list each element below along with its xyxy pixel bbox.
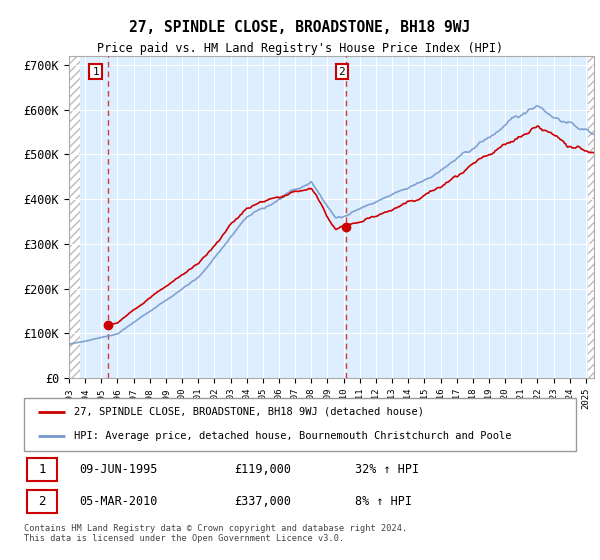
Text: Price paid vs. HM Land Registry's House Price Index (HPI): Price paid vs. HM Land Registry's House … [97,42,503,55]
Text: 2: 2 [38,496,46,508]
Text: 8% ↑ HPI: 8% ↑ HPI [355,496,412,508]
Text: 27, SPINDLE CLOSE, BROADSTONE, BH18 9WJ (detached house): 27, SPINDLE CLOSE, BROADSTONE, BH18 9WJ … [74,407,424,417]
Text: 32% ↑ HPI: 32% ↑ HPI [355,463,419,476]
Text: 27, SPINDLE CLOSE, BROADSTONE, BH18 9WJ: 27, SPINDLE CLOSE, BROADSTONE, BH18 9WJ [130,20,470,35]
Bar [69,56,80,378]
Text: £119,000: £119,000 [234,463,291,476]
Text: 09-JUN-1995: 09-JUN-1995 [79,463,158,476]
Text: 1: 1 [38,463,46,476]
FancyBboxPatch shape [24,398,576,451]
FancyBboxPatch shape [27,491,57,514]
Text: Contains HM Land Registry data © Crown copyright and database right 2024.
This d: Contains HM Land Registry data © Crown c… [24,524,407,543]
Text: 05-MAR-2010: 05-MAR-2010 [79,496,158,508]
Bar [587,56,594,378]
FancyBboxPatch shape [27,458,57,481]
Text: £337,000: £337,000 [234,496,291,508]
Text: 2: 2 [338,67,345,77]
Text: HPI: Average price, detached house, Bournemouth Christchurch and Poole: HPI: Average price, detached house, Bour… [74,431,511,441]
Text: 1: 1 [92,67,99,77]
